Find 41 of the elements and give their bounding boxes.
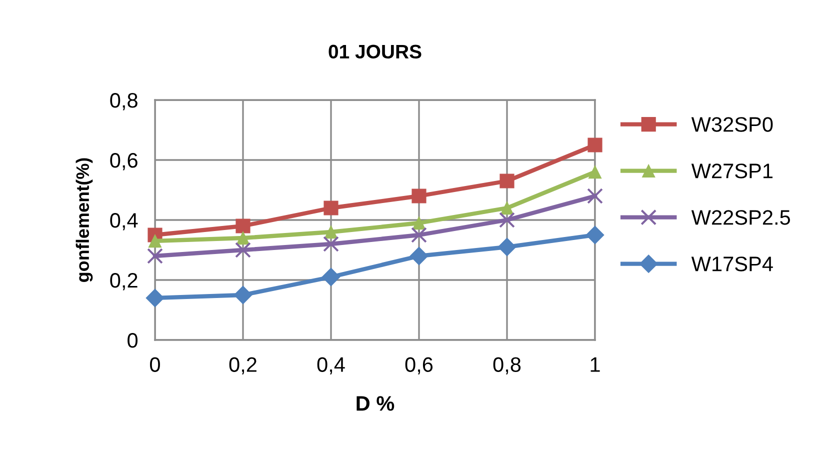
point (410, 246, 428, 266)
point (499, 212, 515, 228)
point (500, 174, 514, 188)
point (235, 242, 251, 258)
point (322, 268, 340, 286)
legend-label: W22SP2.5 (691, 210, 790, 225)
point (412, 216, 426, 230)
point (498, 238, 516, 256)
legend-label: W17SP4 (691, 256, 773, 272)
point (588, 165, 602, 179)
y-tick-label: 0,8 (110, 93, 138, 110)
x-tick-label: 0,4 (317, 357, 345, 374)
legend-label: W32SP0 (691, 117, 773, 132)
point (323, 236, 339, 252)
point (236, 231, 250, 245)
point (587, 188, 603, 204)
chart-title: 01 JOURS (328, 44, 422, 59)
y-tick-label: 0,6 (110, 153, 138, 170)
x-axis-title: D % (356, 396, 394, 411)
y-tick-label: 0,4 (110, 213, 138, 230)
legend-label: W27SP1 (691, 164, 772, 178)
point (324, 200, 338, 216)
point (234, 286, 252, 304)
point (588, 138, 602, 152)
point (586, 226, 604, 244)
point (148, 234, 162, 248)
y-axis-title: gonflement(%) (76, 158, 93, 282)
x-tick-label: 0,2 (229, 357, 256, 374)
point (412, 188, 426, 204)
y-tick-label: 0 (128, 333, 138, 348)
point (411, 227, 427, 243)
point (146, 288, 164, 308)
x-tick-label: 0,8 (493, 357, 521, 374)
x-tick-label: 0,6 (405, 357, 433, 374)
point (324, 225, 338, 239)
y-tick-label: 0,2 (110, 273, 138, 290)
x-tick-label: 0 (150, 357, 160, 372)
point (500, 201, 514, 215)
x-tick-label: 1 (590, 357, 600, 372)
point (236, 218, 250, 234)
point (147, 248, 163, 264)
